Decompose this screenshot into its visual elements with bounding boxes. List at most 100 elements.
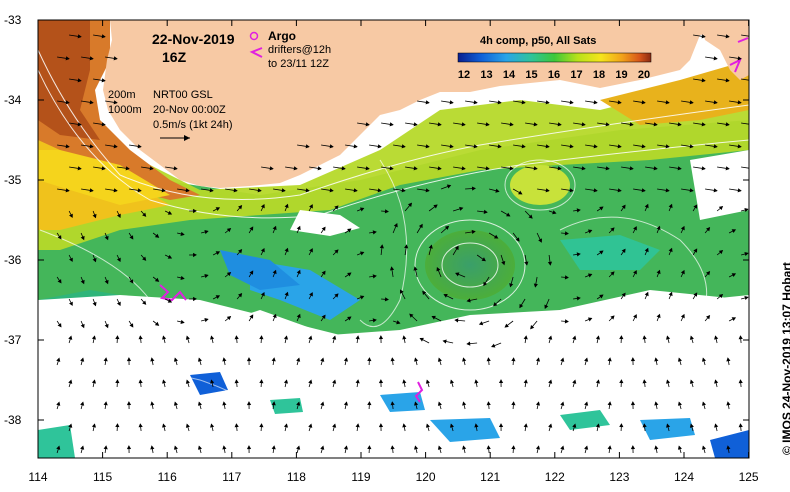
current-arrow-head [296, 313, 301, 319]
current-arrow-head [677, 122, 682, 127]
current-arrow-head [633, 314, 637, 319]
current-arrow-head [320, 401, 325, 406]
current-arrow-head [309, 248, 313, 253]
current-arrow-head [665, 144, 670, 149]
current-arrow-head [544, 304, 549, 309]
current-arrow-head [193, 296, 197, 302]
current-arrow-head [653, 166, 658, 171]
current-arrow-head [390, 445, 395, 450]
current-arrow-head [305, 144, 310, 149]
current-arrow-head [607, 445, 612, 450]
current-arrow-head [142, 300, 147, 305]
current-arrow-head [113, 188, 118, 193]
current-arrow-head [197, 445, 203, 450]
current-arrow-head [259, 335, 264, 340]
current-arrow-head [69, 301, 73, 306]
current-arrow-head [605, 122, 610, 127]
current-arrow-head [399, 289, 404, 294]
current-arrow-head [572, 423, 577, 428]
current-arrow-head [284, 291, 289, 297]
current-arrow-head [378, 379, 384, 384]
current-arrow-head [750, 79, 753, 82]
current-arrow-head [272, 313, 277, 319]
current-arrow-head [116, 257, 121, 263]
current-arrow-head [701, 357, 707, 362]
currents-date: 20-Nov 00:00Z [153, 104, 226, 116]
current-arrow-head [422, 290, 427, 295]
current-arrow-head [533, 122, 538, 127]
current-arrow-head [533, 283, 538, 288]
current-arrow-head [113, 100, 118, 105]
current-arrow-head [454, 245, 459, 251]
current-arrow-head [560, 445, 565, 450]
current-arrow-head [656, 269, 661, 275]
current-arrow-head [498, 379, 504, 384]
current-arrow-head [284, 203, 289, 209]
current-arrow-head [101, 166, 106, 171]
current-arrow-head [204, 273, 209, 279]
current-arrow-head [92, 257, 97, 263]
current-arrow-head [407, 202, 413, 207]
current-arrow-head [642, 335, 647, 340]
y-tick-label: -37 [4, 333, 22, 347]
current-arrow-head [418, 223, 423, 229]
x-tick-label: 114 [28, 470, 48, 484]
current-arrow-head [726, 401, 731, 406]
current-arrow-head [103, 401, 108, 406]
current-arrow-head [437, 357, 442, 362]
current-arrow-head [137, 144, 142, 149]
current-arrow-head [642, 379, 647, 384]
current-arrow [741, 34, 749, 37]
y-tick-label: -33 [4, 13, 22, 27]
current-arrow-head [557, 166, 562, 171]
current-arrow-head [656, 225, 661, 231]
current-arrow-head [454, 318, 459, 323]
current-arrow-head [483, 281, 488, 287]
current-arrow-head [449, 423, 455, 428]
current-arrow-head [372, 230, 377, 235]
current-arrow-head [89, 188, 94, 193]
current-arrow-head [584, 357, 589, 362]
current-arrow-head [518, 190, 523, 195]
current-arrow-head [77, 122, 82, 127]
current-arrow-head [69, 213, 73, 218]
x-tick-label: 119 [351, 470, 371, 484]
current-arrow-head [193, 208, 197, 214]
current-arrow-head [65, 56, 70, 61]
current-arrow-head [413, 266, 418, 271]
current-arrow-head [296, 269, 301, 275]
current-arrow-head [425, 144, 430, 149]
current-arrow-head [317, 166, 322, 171]
current-arrow-head [714, 423, 719, 428]
current-arrow-head [750, 167, 753, 170]
current-vectors [56, 34, 753, 454]
current-arrow-head [587, 317, 593, 322]
colorbar-tick-label: 20 [638, 69, 650, 81]
current-arrow-head [149, 166, 154, 171]
current-arrow-head [353, 188, 358, 193]
current-arrow-head [129, 323, 134, 328]
current-arrow-head [80, 279, 85, 285]
isobath-1000m-label: 1000m [108, 104, 142, 116]
imos-credit: © IMOS 24-Nov-2019 13:07 Hobart [780, 262, 790, 455]
current-arrow-head [744, 295, 749, 301]
current-arrow-head [283, 379, 289, 384]
current-arrow-head [173, 357, 178, 362]
current-arrow-head [305, 188, 310, 193]
current-arrow-head [491, 343, 496, 348]
current-arrow-head [713, 100, 718, 105]
current-arrow-head [509, 283, 514, 288]
current-arrow-head [511, 445, 516, 450]
current-arrow-head [138, 423, 143, 428]
current-arrow-head [693, 292, 698, 297]
current-arrow-head [162, 335, 167, 340]
current-arrow-head [595, 423, 600, 428]
current-arrow-head [576, 296, 581, 301]
current-arrow-head [401, 144, 406, 149]
current-arrow-head [329, 188, 334, 193]
current-arrow-head [535, 357, 541, 362]
current-arrow-head [215, 207, 221, 212]
current-arrow-head [393, 222, 398, 228]
current-arrow-head [246, 445, 252, 450]
current-arrow-head [738, 423, 743, 428]
